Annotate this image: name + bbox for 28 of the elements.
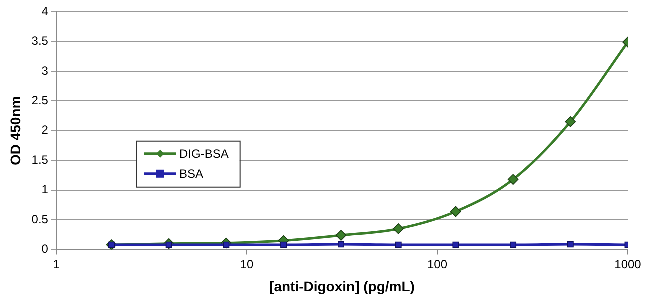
point — [567, 241, 574, 248]
y-axis-title: OD 450nm — [7, 96, 24, 166]
y-tick-label: 2.5 — [32, 93, 49, 108]
y-tick-label: 0 — [42, 242, 49, 256]
point — [395, 242, 402, 248]
x-tick-label: 1000 — [614, 257, 642, 272]
legend-label: DIG-BSA — [179, 147, 229, 162]
legend-label: BSA — [179, 167, 204, 182]
y-tick-label: 0.5 — [32, 212, 49, 226]
point — [508, 174, 519, 186]
point — [393, 224, 404, 234]
y-tick-label: 1.5 — [32, 152, 49, 167]
y-tick-label: 3.5 — [32, 34, 49, 48]
point — [280, 242, 288, 248]
x-tick-label: 100 — [427, 257, 448, 272]
point — [336, 230, 347, 241]
point — [565, 116, 576, 128]
y-tick-label: 4 — [42, 4, 49, 18]
y-tick-label: 3 — [42, 64, 49, 78]
y-tick-label: 1 — [42, 182, 49, 197]
x-tick-label: 10 — [240, 257, 254, 272]
point — [510, 242, 517, 248]
point — [450, 206, 462, 218]
x-axis-title: [anti-Digoxin] (pg/mL) — [270, 278, 415, 294]
point — [338, 241, 344, 248]
point — [452, 242, 460, 248]
y-tick-label: 2 — [42, 123, 49, 138]
x-tick-label: 1 — [53, 257, 60, 272]
